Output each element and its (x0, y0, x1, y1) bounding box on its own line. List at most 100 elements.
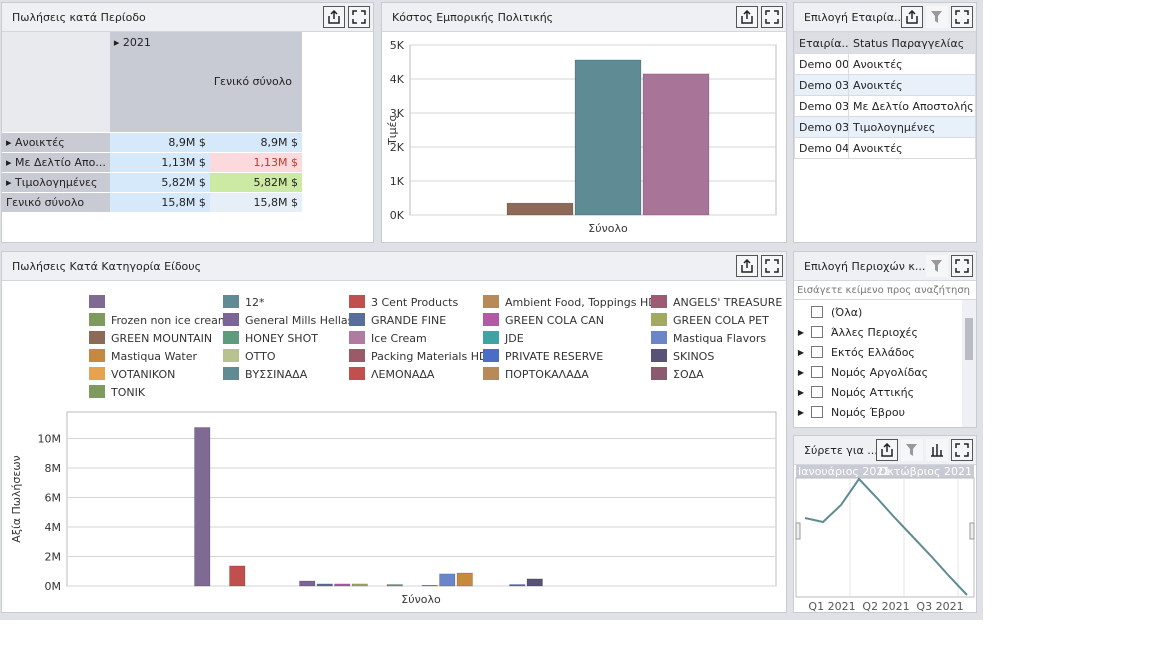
table-row[interactable]: Demo 03 Ανοικτές (794, 74, 976, 96)
bar (316, 583, 333, 587)
cell: 15,8M $ (209, 192, 302, 213)
bar (506, 202, 574, 216)
legend-swatch (651, 349, 667, 362)
legend-swatch (349, 295, 365, 308)
legend-label: JDE (504, 332, 524, 345)
export-button[interactable] (323, 6, 345, 28)
table-row[interactable]: Demo 03 Τιμολογημένες (794, 116, 976, 138)
y-tick-label: 10M (38, 433, 62, 446)
legend-swatch (223, 313, 239, 326)
list-item[interactable]: ▶ Νομός Αργολίδας (797, 365, 929, 379)
maximize-button[interactable] (761, 255, 783, 277)
y-tick-label: 8M (45, 462, 62, 475)
y-axis-title: Τιμές (386, 115, 399, 146)
total-row-header: Γενικό σύνολο (2, 192, 110, 213)
table-row[interactable]: Demo 00 Ανοικτές (794, 53, 976, 75)
legend-label: GREEN COLA PET (673, 314, 769, 327)
legend-label: GREEN COLA CAN (505, 314, 604, 327)
cell: Demo 00 (794, 53, 849, 75)
cell: 8,9M $ (109, 132, 210, 153)
range-handle[interactable] (795, 522, 801, 540)
item-label: Εκτός Ελλάδος (831, 345, 915, 359)
legend-label: GRANDE FINE (371, 314, 446, 327)
search-box[interactable]: Εισάγετε κείμενο προς αναζήτηση (794, 281, 976, 300)
checkbox[interactable] (811, 366, 823, 378)
panel-header: Πωλήσεις Κατά Κατηγορία Είδους (2, 252, 786, 281)
legend-label: ΛΕΜΟΝΑΔΑ (371, 368, 435, 381)
panel-title: Σύρετε για ... (804, 443, 876, 457)
item-label: (Όλα) (831, 305, 863, 319)
y-tick-label: 4M (45, 521, 62, 534)
pivot-table: ▸ 2021 Γενικό σύνολο ▸ Ανοικτές 8,9M $ 8… (2, 32, 302, 213)
maximize-button[interactable] (951, 439, 973, 461)
scrollbar[interactable] (962, 300, 976, 427)
table-row[interactable]: Demo 03 Με Δελτίο Αποστολής (794, 95, 976, 117)
panel-title: Επιλογή Περιοχών κ... (804, 259, 926, 273)
clear-filter-button[interactable] (901, 439, 923, 461)
cell: Ανοικτές (848, 53, 976, 75)
legend-label: HONEY SHOT (245, 332, 318, 345)
column-header[interactable]: Status Παραγγελίας (848, 32, 976, 54)
chart: 0M 2M 4M 6M 8M 10M Αξία Πωλήσεων Σύνολο 12* 3 Cen… (10, 295, 782, 606)
column-header[interactable]: ▸ 2021 (109, 32, 210, 133)
range-handle[interactable] (969, 522, 975, 540)
maximize-button[interactable] (348, 6, 370, 28)
legend-swatch (349, 367, 365, 380)
legend-swatch (223, 367, 239, 380)
legend-label: PRIVATE RESERVE (505, 350, 603, 363)
checkbox[interactable] (811, 346, 823, 358)
legend-label: General Mills Hellas (245, 314, 354, 327)
bar (421, 585, 438, 587)
period-button[interactable] (926, 439, 948, 461)
line (804, 477, 968, 596)
pivot-panel: Πωλήσεις κατά Περίοδο ▸ 2021 Γενικό σύνο… (1, 2, 374, 243)
item-label: Νομός Έβρου (831, 405, 905, 419)
checkbox[interactable] (811, 406, 823, 418)
row-header[interactable]: ▸ Τιμολογημένες (2, 172, 110, 193)
range-start-label: Ιανουάριος 2021 (798, 465, 890, 478)
x-tick-label: Q2 2021 (862, 600, 909, 613)
legend-label: Ambient Food, Toppings HD (505, 296, 657, 309)
region-filter-panel: Επιλογή Περιοχών κ... Εισάγετε κείμενο π… (793, 251, 977, 428)
list-item[interactable]: ▶ Νομός Αττικής (797, 385, 915, 399)
checkbox[interactable] (811, 326, 823, 338)
clear-filter-button[interactable] (926, 6, 948, 28)
row-header-text: Τιμολογημένες (15, 175, 98, 189)
row-header[interactable]: ▸ Ανοικτές (2, 132, 110, 153)
legend-swatch (483, 331, 499, 344)
export-button[interactable] (876, 439, 898, 461)
item-label: Νομός Αργολίδας (831, 365, 929, 379)
checkbox[interactable] (811, 386, 823, 398)
list-item[interactable]: ▶ Νομός Έβρου (797, 405, 905, 419)
cell: 1,13M $ (209, 152, 302, 173)
export-button[interactable] (736, 255, 758, 277)
search-placeholder: Εισάγετε κείμενο προς αναζήτηση (797, 284, 971, 296)
export-button[interactable] (736, 6, 758, 28)
export-button[interactable] (901, 6, 923, 28)
scroll-thumb[interactable] (965, 318, 973, 360)
legend-label: Ice Cream (371, 332, 427, 345)
legend-swatch (483, 367, 499, 380)
maximize-button[interactable] (761, 6, 783, 28)
legend-swatch (223, 331, 239, 344)
table-row[interactable]: Demo 04 Ανοικτές (794, 137, 976, 159)
row-header[interactable]: ▸ Με Δελτίο Απο... (2, 152, 110, 173)
list-item[interactable]: (Όλα) (794, 302, 976, 322)
clear-filter-button[interactable] (926, 255, 948, 277)
maximize-button[interactable] (951, 6, 973, 28)
column-header[interactable]: Εταιρία... (794, 32, 849, 54)
bar (351, 583, 368, 587)
checkbox[interactable] (811, 306, 823, 318)
legend-label: ANGELS' TREASURE (673, 296, 782, 309)
sales-chart-panel: Πωλήσεις Κατά Κατηγορία Είδους 0M 2M 4M 6M 8… (1, 251, 787, 613)
item-label: Άλλες Περιοχές (831, 325, 918, 339)
list-item[interactable]: ▶ Άλλες Περιοχές (797, 325, 918, 339)
list-item[interactable]: ▶ Εκτός Ελλάδος (797, 345, 915, 359)
legend-label: VOTANIKON (111, 368, 175, 381)
x-tick-label: Q1 2021 (808, 600, 855, 613)
cell: Demo 04 (794, 137, 849, 159)
cell: 15,8M $ (109, 192, 210, 213)
row-header-text: Με Δελτίο Απο... (15, 155, 106, 169)
dashboard: Πωλήσεις κατά Περίοδο ▸ 2021 Γενικό σύνο… (0, 0, 983, 620)
maximize-button[interactable] (951, 255, 973, 277)
